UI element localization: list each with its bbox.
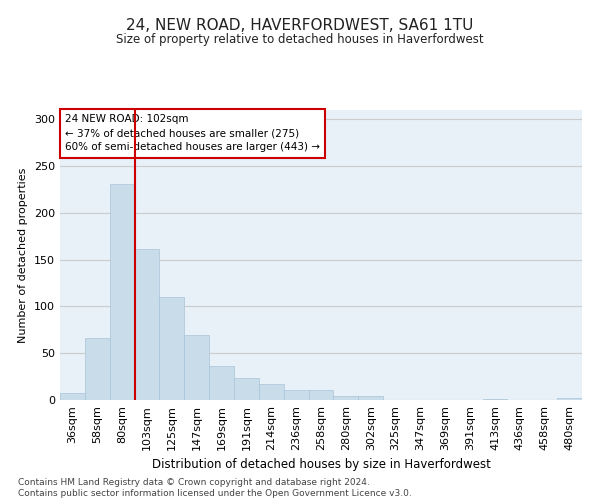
Y-axis label: Number of detached properties: Number of detached properties xyxy=(19,168,28,342)
Text: 24, NEW ROAD, HAVERFORDWEST, SA61 1TU: 24, NEW ROAD, HAVERFORDWEST, SA61 1TU xyxy=(127,18,473,32)
Bar xyxy=(160,297,184,400)
Text: 24 NEW ROAD: 102sqm
← 37% of detached houses are smaller (275)
60% of semi-detac: 24 NEW ROAD: 102sqm ← 37% of detached ho… xyxy=(65,114,320,152)
Bar xyxy=(482,399,508,400)
Bar xyxy=(234,378,259,400)
Bar xyxy=(184,334,209,400)
Bar xyxy=(557,398,582,400)
Bar xyxy=(60,392,85,400)
Bar xyxy=(259,384,284,400)
Bar xyxy=(308,390,334,400)
Bar xyxy=(284,390,308,400)
Bar xyxy=(209,366,234,400)
Bar xyxy=(134,250,160,400)
Bar xyxy=(110,184,134,400)
Bar xyxy=(85,338,110,400)
Text: Size of property relative to detached houses in Haverfordwest: Size of property relative to detached ho… xyxy=(116,32,484,46)
Text: Contains HM Land Registry data © Crown copyright and database right 2024.
Contai: Contains HM Land Registry data © Crown c… xyxy=(18,478,412,498)
Bar xyxy=(358,396,383,400)
X-axis label: Distribution of detached houses by size in Haverfordwest: Distribution of detached houses by size … xyxy=(152,458,490,471)
Bar xyxy=(334,396,358,400)
